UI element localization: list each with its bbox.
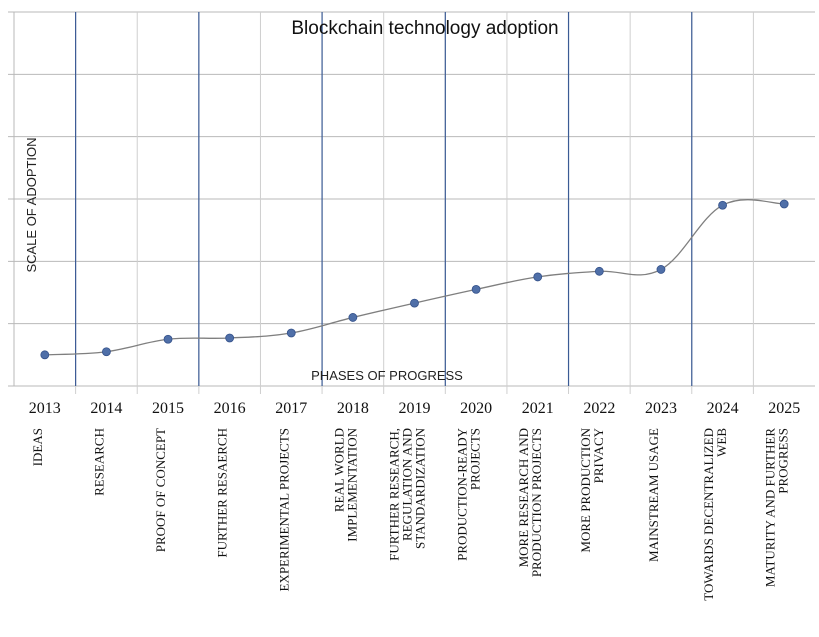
data-point-2020: [471, 284, 481, 294]
data-point-2022: [594, 266, 604, 276]
year-label-2024: 2024: [707, 400, 739, 417]
phase-label-2019: FURTHER RESEARCH,REGULATION ANDSTANDARDI…: [387, 427, 428, 560]
year-label-2023: 2023: [645, 400, 677, 417]
phase-label-2016: FURTHER RESAERCH: [215, 428, 230, 558]
year-label-2020: 2020: [460, 400, 492, 417]
phase-labels: IDEAS RESEARCH PROOF OF CONCEPT FURTHER RES…: [30, 427, 791, 600]
phase-dividers: [75, 12, 693, 386]
phase-label-line: MORE PRODUCTION: [578, 427, 593, 552]
data-point-2015: [163, 334, 173, 344]
phase-label-line: IMPLEMENTATION: [344, 427, 359, 541]
year-label-2021: 2021: [522, 400, 554, 417]
chart-title: Blockchain technology adoption: [291, 18, 558, 39]
phase-label-line: PRODUCTION PROJECTS: [529, 428, 544, 577]
phase-label-2023: MAINSTREAM USAGE: [646, 428, 661, 562]
phase-label-line: PRODUCTION-READY: [455, 427, 470, 561]
data-point-2025: [779, 199, 789, 209]
data-point-2019: [410, 298, 419, 308]
year-label-2014: 2014: [90, 400, 122, 417]
data-point-2016: [225, 333, 235, 343]
year-label-2015: 2015: [152, 400, 184, 417]
year-label-2019: 2019: [399, 400, 431, 417]
phase-label-2014: RESEARCH: [91, 428, 106, 496]
data-markers: [40, 199, 789, 360]
year-label-2013: 2013: [29, 400, 61, 417]
data-point-2014: [102, 347, 111, 357]
phase-label-line: MAINSTREAM USAGE: [646, 428, 661, 562]
phase-label-line: PROGRESS: [776, 428, 791, 494]
phase-label-line: RESEARCH: [91, 428, 106, 496]
phase-label-line: WEB: [714, 428, 729, 457]
year-label-2018: 2018: [337, 400, 369, 417]
phase-label-line: MATURITY AND FURTHER: [763, 428, 778, 587]
year-label-2025: 2025: [768, 400, 800, 417]
data-point-2018: [348, 313, 358, 322]
y-axis-label: SCALE OF ADOPTION: [24, 137, 39, 272]
phase-label-line: TOWARDS DECENTRALIZED: [701, 428, 716, 601]
data-point-2021: [533, 272, 543, 282]
phase-label-line: REAL WORLD: [331, 428, 346, 512]
data-point-2013: [40, 350, 50, 360]
year-label-2016: 2016: [214, 400, 246, 417]
data-point-2024: [718, 200, 727, 210]
phase-label-line: IDEAS: [30, 428, 45, 466]
phase-label-2013: IDEAS: [30, 428, 45, 466]
grid-lines: [8, 11, 815, 394]
year-label-2022: 2022: [583, 400, 615, 417]
phase-label-line: FURTHER RESEARCH,: [387, 428, 402, 561]
x-axis-label: PHASES OF PROGRESS: [311, 368, 463, 383]
adoption-series-line: [44, 199, 785, 356]
phase-label-line: EXPERIMENTAL PROJECTS: [276, 428, 291, 592]
phase-label-line: PROOF OF CONCEPT: [153, 428, 168, 552]
phase-label-line: STANDARDIZATION: [413, 427, 428, 549]
phase-label-line: PRIVACY: [591, 427, 606, 483]
phase-label-line: PROJECTS: [468, 428, 483, 490]
phase-label-line: REGULATION AND: [400, 428, 415, 541]
phase-label-line: MORE RESEARCH AND: [516, 428, 531, 567]
data-point-2023: [656, 265, 666, 274]
phase-label-2017: EXPERIMENTAL PROJECTS: [276, 428, 291, 592]
phase-label-line: FURTHER RESAERCH: [215, 428, 230, 558]
year-tick-labels: 2013 2014 2015 2016 2017 2018 2019 2020 2021 2022…: [29, 400, 800, 417]
data-point-2017: [286, 328, 296, 338]
phase-label-2015: PROOF OF CONCEPT: [153, 428, 168, 552]
year-label-2017: 2017: [275, 400, 307, 417]
